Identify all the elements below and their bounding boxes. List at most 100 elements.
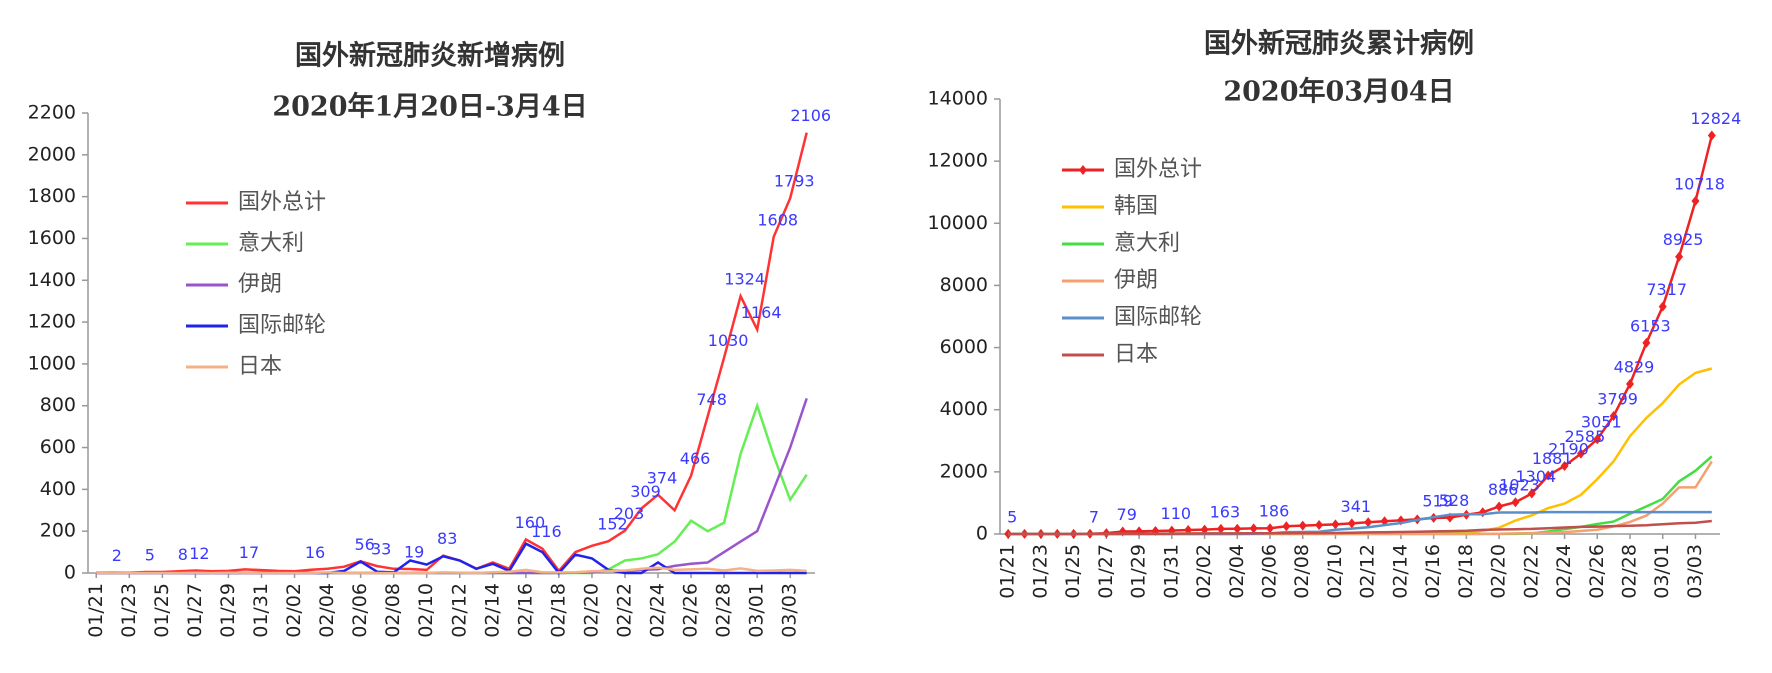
point-marker	[1642, 337, 1651, 348]
data-label: 203	[614, 504, 645, 523]
y-tick-label: 1000	[28, 352, 76, 374]
x-tick-label: 02/16	[514, 583, 536, 638]
y-tick-label: 0	[64, 562, 76, 584]
x-tick-label: 02/26	[680, 583, 702, 638]
point-marker	[1609, 410, 1618, 421]
data-label: 5	[1007, 507, 1017, 526]
series-line	[96, 566, 807, 575]
x-tick-label: 02/12	[1357, 544, 1379, 599]
data-label: 2106	[790, 106, 831, 125]
x-tick-label: 02/12	[448, 583, 470, 638]
legend-label: 国外总计	[1114, 157, 1202, 182]
data-label: 528	[1439, 491, 1470, 510]
chart-title: 国外新冠肺炎累计病例	[1204, 28, 1474, 60]
x-tick-label: 02/18	[547, 583, 569, 638]
series-line	[1008, 519, 1712, 536]
x-tick-label: 01/23	[1029, 544, 1051, 599]
y-tick-label: 2000	[940, 460, 988, 482]
x-tick-label: 02/14	[481, 583, 503, 638]
point-marker	[1527, 488, 1536, 499]
point-marker	[1560, 460, 1569, 471]
data-label: 1793	[774, 172, 815, 191]
chart: 国外新冠肺炎新增病例 2020年1月20日-3月4日 0 200 400 600 800 10…	[28, 40, 831, 638]
x-tick-label: 01/25	[1062, 544, 1084, 599]
x-tick-label: 02/28	[1619, 544, 1641, 599]
x-tick-label: 02/20	[580, 583, 602, 638]
x-tick-label: 02/02	[1193, 544, 1215, 599]
x-tick-label: 02/16	[1422, 544, 1444, 599]
legend-label: 国际邮轮	[238, 313, 326, 338]
legend-label: 国外总计	[238, 190, 326, 215]
legend-label: 日本	[238, 354, 282, 379]
x-tick-label: 02/22	[1520, 544, 1542, 599]
x-tick-label: 01/21	[85, 583, 107, 638]
data-label: 309	[630, 482, 661, 501]
x-tick-label: 03/01	[1651, 544, 1673, 599]
point-marker	[1691, 195, 1700, 206]
y-tick-label: 1800	[28, 185, 76, 207]
point-marker	[1315, 519, 1324, 530]
point-marker	[1282, 521, 1291, 532]
x-tick-label: 01/29	[217, 583, 239, 638]
y-tick-label: 1600	[28, 227, 76, 249]
point-marker	[1707, 130, 1716, 141]
data-label: 83	[437, 529, 457, 548]
y-tick-label: 14000	[928, 88, 988, 110]
data-label: 2190	[1548, 439, 1589, 458]
x-tick-label: 02/06	[1259, 544, 1281, 599]
x-tick-label: 01/27	[184, 583, 206, 638]
x-tick-label: 01/27	[1095, 544, 1117, 599]
data-label: 3799	[1597, 389, 1638, 408]
point-marker	[1478, 507, 1487, 518]
y-tick-label: 6000	[940, 336, 988, 358]
x-tick-label: 02/10	[1324, 544, 1346, 599]
data-label: 12824	[1690, 109, 1741, 128]
point-marker	[1347, 518, 1356, 529]
point-marker	[1331, 519, 1340, 530]
series-line	[96, 132, 808, 575]
legend-label: 日本	[1114, 342, 1158, 367]
y-tick-label: 2200	[28, 102, 76, 124]
data-label: 886	[1488, 480, 1519, 499]
x-tick-label: 01/25	[151, 583, 173, 638]
x-tick-label: 01/31	[1160, 544, 1182, 599]
data-label: 17	[239, 543, 259, 562]
x-tick-label: 02/04	[1226, 544, 1248, 599]
x-tick-label: 01/29	[1128, 544, 1150, 599]
data-label: 6153	[1630, 316, 1671, 335]
point-marker	[1266, 523, 1274, 534]
x-tick-label: 03/01	[746, 583, 768, 638]
data-label: 1304	[1515, 467, 1556, 486]
legend-label: 国际邮轮	[1114, 305, 1202, 330]
data-label: 116	[531, 522, 562, 541]
data-label: 3051	[1581, 413, 1622, 432]
data-label: 33	[371, 540, 391, 559]
legend-label: 伊朗	[238, 272, 282, 297]
x-tick-label: 02/08	[382, 583, 404, 638]
point-marker	[1364, 517, 1373, 528]
chart-subtitle: 2020年03月04日	[1223, 76, 1454, 108]
x-tick-label: 01/23	[118, 583, 140, 638]
y-tick-label: 0	[976, 523, 988, 545]
data-label: 19	[404, 543, 424, 562]
data-label: 7317	[1646, 280, 1687, 299]
x-tick-label: 02/20	[1488, 544, 1510, 599]
data-label: 152	[597, 515, 628, 534]
x-tick-label: 02/06	[349, 583, 371, 638]
data-label: 4829	[1614, 357, 1655, 376]
data-label: 8	[178, 545, 188, 564]
data-label: 1881	[1532, 449, 1573, 468]
data-label: 2585	[1565, 427, 1606, 446]
chart: 国外新冠肺炎累计病例 2020年03月04日 0 2000 4000 6000 8000 10…	[928, 28, 1742, 599]
legend-label: 伊朗	[1114, 268, 1158, 293]
data-label: 519	[1422, 491, 1453, 510]
y-tick-label: 800	[40, 394, 76, 416]
x-tick-label: 02/22	[613, 583, 635, 638]
data-label: 374	[647, 468, 678, 487]
legend-label: 意大利	[238, 231, 304, 256]
data-label: 16	[305, 543, 325, 562]
x-tick-label: 02/18	[1455, 544, 1477, 599]
point-marker	[1511, 497, 1520, 508]
data-label: 1324	[724, 270, 765, 289]
